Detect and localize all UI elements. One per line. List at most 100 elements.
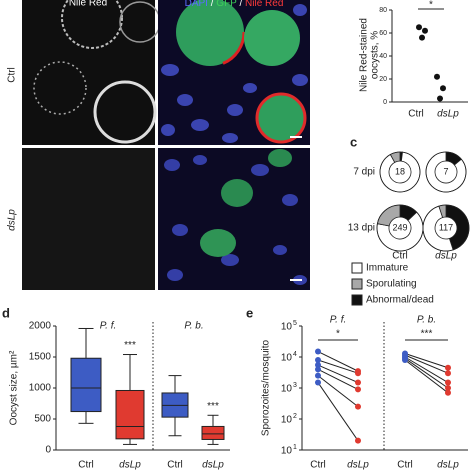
y-tick-label: 80 <box>379 7 387 14</box>
merge-label: DAPI / GFP / Nile Red <box>185 0 284 9</box>
x-tick-label: dsLp <box>347 460 369 471</box>
donut-n: 7 <box>443 166 448 176</box>
oocyst <box>61 0 123 49</box>
axis <box>301 326 468 451</box>
y-tick-exponent: 1 <box>293 444 297 451</box>
y-tick-exponent: 3 <box>293 382 297 389</box>
panel-letter: d <box>2 305 10 320</box>
point <box>315 348 321 355</box>
group-label: P. b. <box>417 315 436 326</box>
group-label: P. f. <box>100 321 117 332</box>
channel: Nile Red <box>245 0 283 9</box>
oocyst <box>221 179 253 207</box>
pair-line <box>317 368 359 390</box>
oocyst <box>200 229 236 257</box>
y-tick-label: 0 <box>45 445 51 456</box>
y-tick-label: 10 <box>281 446 293 457</box>
significance: * <box>336 329 340 340</box>
y-tick-label: 10 <box>281 353 293 364</box>
significance: *** <box>124 340 136 351</box>
point <box>355 370 361 377</box>
point <box>315 366 321 373</box>
point <box>419 34 425 41</box>
channel: DAPI <box>185 0 208 9</box>
point <box>315 372 321 379</box>
box <box>115 389 145 440</box>
x-tick-label: dsLp <box>119 460 141 471</box>
point <box>315 362 321 369</box>
axis <box>391 10 468 103</box>
legend-label: Abnormal/dead <box>366 295 434 306</box>
y-tick-label: 1500 <box>29 352 52 363</box>
nuclei <box>164 155 307 285</box>
point <box>355 403 361 410</box>
column-label: dsLp <box>435 251 457 262</box>
oocyst <box>174 0 246 68</box>
y-tick-label: 1000 <box>29 383 52 394</box>
legend-swatch <box>351 262 363 274</box>
point <box>402 357 408 364</box>
panel-letter: e <box>246 305 253 320</box>
channel: GFP <box>216 0 237 9</box>
y-tick-label: 500 <box>34 414 51 425</box>
image <box>158 148 310 290</box>
pair-line <box>404 358 449 389</box>
row-label: 7 dpi <box>353 167 375 178</box>
point <box>355 386 361 393</box>
y-tick-label: 0 <box>383 99 387 106</box>
nuclei <box>161 4 308 143</box>
point <box>445 379 451 386</box>
x-tick-label: Ctrl <box>408 109 424 120</box>
pair-line <box>317 351 359 372</box>
y-tick-label: 20 <box>379 76 387 83</box>
point <box>416 24 422 31</box>
legend-swatch <box>351 294 363 306</box>
y-tick-exponent: 2 <box>293 413 297 420</box>
pair-line <box>404 354 449 374</box>
pair-line <box>317 382 359 441</box>
row-label: Ctrl <box>7 67 18 83</box>
x-tick-label: Ctrl <box>397 460 413 471</box>
y-tick-exponent: 5 <box>293 320 297 327</box>
y-tick-label: 10 <box>281 322 293 333</box>
donut-n: 18 <box>395 166 405 176</box>
micrographs: Nile Red DAPI / GFP / Nile Red Ctrl dsLp <box>7 0 310 290</box>
legend-label: Sporulating <box>366 279 417 290</box>
column-label: Ctrl <box>392 251 408 262</box>
y-axis-label: Sporozoites/mosquito <box>261 339 272 436</box>
y-axis-label: Oocyst size, µm² <box>9 350 20 425</box>
y-tick-label: 2000 <box>29 321 52 332</box>
point <box>440 85 446 92</box>
row-label: dsLp <box>7 209 18 231</box>
point <box>422 27 428 34</box>
x-tick-label: Ctrl <box>78 460 94 471</box>
point <box>315 357 321 364</box>
point <box>315 379 321 386</box>
oocyst <box>268 149 292 167</box>
donut-n: 249 <box>392 222 407 232</box>
y-tick-label: 10 <box>281 415 293 426</box>
y-axis-label: oocysts, % <box>370 31 381 79</box>
significance: *** <box>207 401 219 412</box>
image <box>22 0 155 145</box>
point <box>445 389 451 396</box>
oocyst <box>33 61 87 115</box>
significance: * <box>429 0 433 11</box>
legend-swatch <box>351 278 363 290</box>
point <box>445 370 451 377</box>
pair-line <box>317 375 359 408</box>
pair-line <box>317 364 359 383</box>
x-tick-label: dsLp <box>437 460 459 471</box>
box <box>70 357 102 413</box>
group-label: P. b. <box>184 321 203 332</box>
y-tick-label: 60 <box>379 30 387 37</box>
significance: *** <box>421 329 433 340</box>
legend-label: Immature <box>366 263 409 274</box>
pair-line <box>404 359 449 394</box>
x-tick-label: dsLp <box>437 109 459 120</box>
pair-line <box>404 356 449 383</box>
donut-outline <box>425 151 467 193</box>
point <box>355 437 361 444</box>
pair-line <box>317 359 359 374</box>
